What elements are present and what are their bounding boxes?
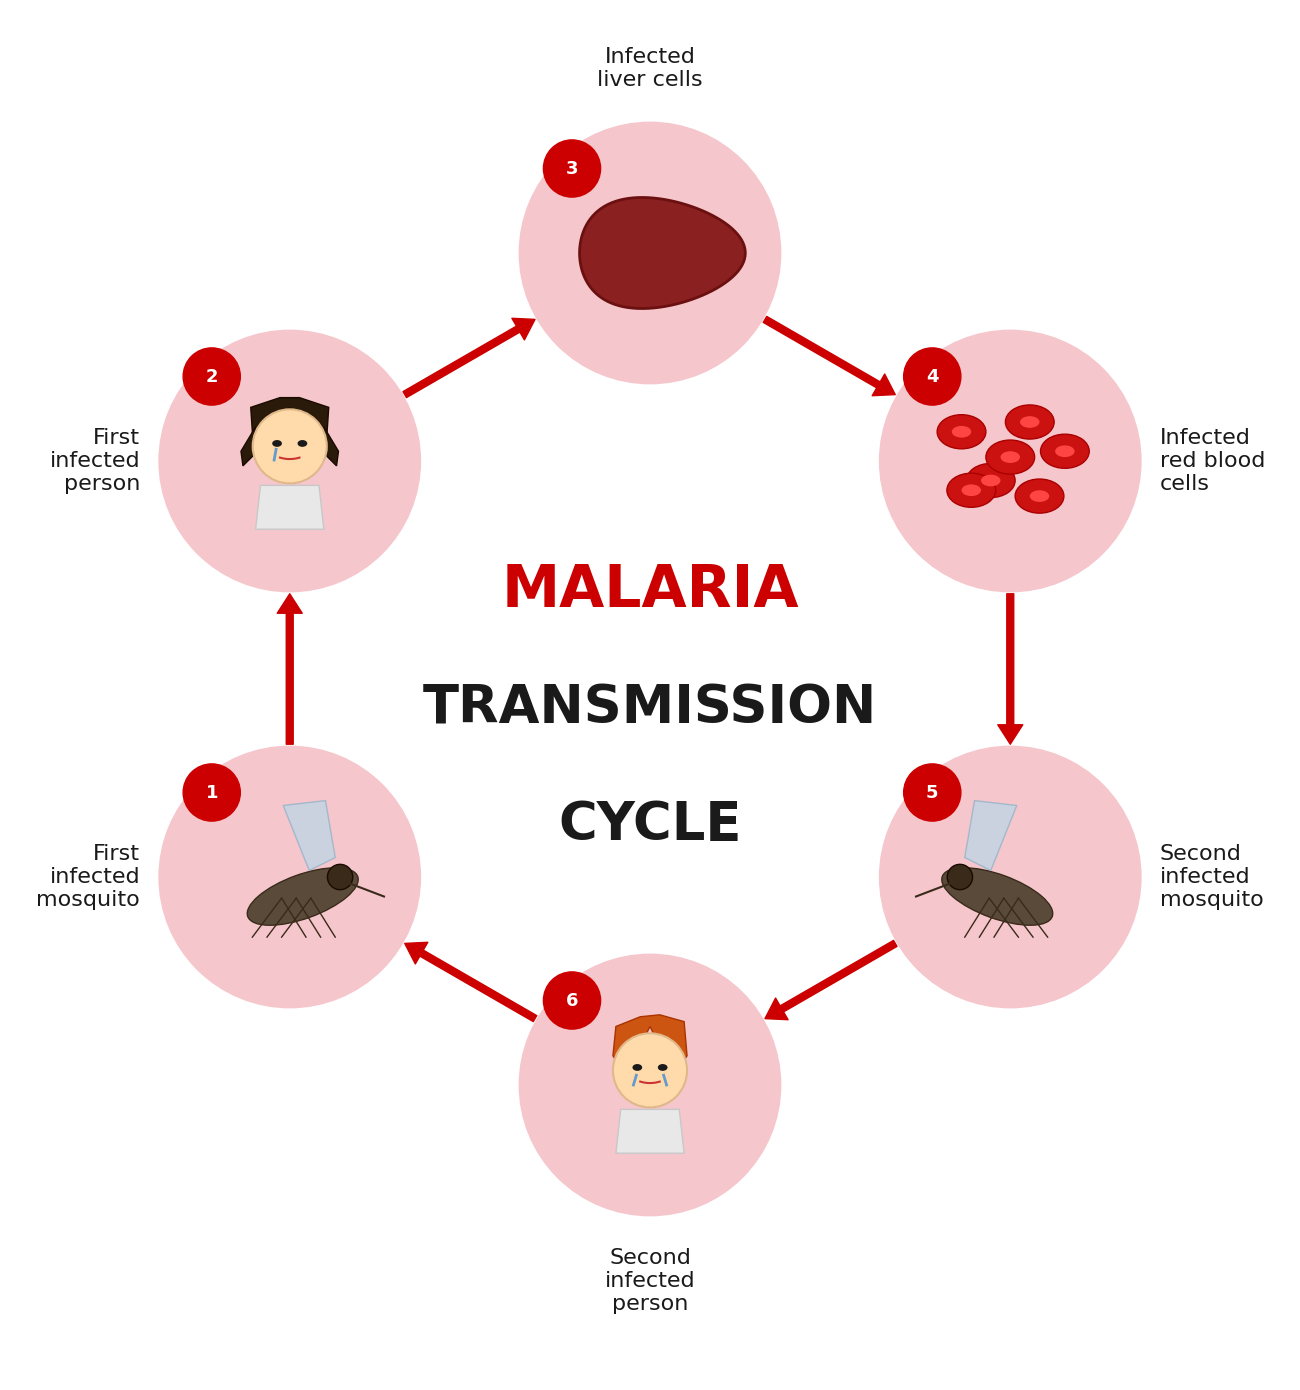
Polygon shape	[324, 427, 338, 466]
Text: TRANSMISSION: TRANSMISSION	[422, 682, 878, 734]
Text: Infected
liver cells: Infected liver cells	[597, 47, 703, 90]
Ellipse shape	[1001, 452, 1020, 463]
Text: 2: 2	[205, 367, 218, 385]
Text: 3: 3	[566, 160, 578, 178]
Text: First
infected
person: First infected person	[49, 428, 140, 495]
Ellipse shape	[632, 1063, 642, 1070]
Polygon shape	[614, 1015, 686, 1076]
Polygon shape	[965, 801, 1017, 870]
FancyArrowPatch shape	[764, 941, 897, 1020]
Polygon shape	[256, 485, 324, 530]
FancyArrowPatch shape	[763, 317, 896, 396]
Ellipse shape	[985, 441, 1035, 474]
Ellipse shape	[1020, 416, 1040, 428]
Text: First
infected
mosquito: First infected mosquito	[36, 844, 140, 910]
Text: CYCLE: CYCLE	[558, 799, 742, 851]
Text: Second
infected
person: Second infected person	[604, 1247, 696, 1314]
Polygon shape	[251, 398, 329, 452]
Ellipse shape	[937, 414, 985, 449]
Text: Infected
red blood
cells: Infected red blood cells	[1160, 428, 1265, 495]
Circle shape	[520, 122, 780, 384]
Ellipse shape	[1015, 480, 1063, 513]
Text: 5: 5	[926, 784, 939, 802]
FancyArrowPatch shape	[403, 318, 536, 398]
Circle shape	[183, 348, 240, 404]
Circle shape	[903, 348, 961, 404]
Text: MALARIA: MALARIA	[502, 563, 798, 620]
Circle shape	[183, 765, 240, 821]
Ellipse shape	[1040, 434, 1089, 468]
Polygon shape	[283, 801, 335, 870]
Ellipse shape	[952, 425, 971, 438]
Text: 4: 4	[926, 367, 939, 385]
Text: 1: 1	[205, 784, 218, 802]
Circle shape	[903, 765, 961, 821]
Ellipse shape	[941, 867, 1053, 926]
Ellipse shape	[1005, 404, 1054, 439]
Circle shape	[520, 955, 780, 1215]
Ellipse shape	[658, 1063, 668, 1070]
Circle shape	[328, 865, 352, 890]
Circle shape	[252, 409, 326, 484]
Ellipse shape	[247, 867, 359, 926]
Circle shape	[880, 746, 1140, 1006]
Text: 6: 6	[566, 991, 578, 1009]
FancyArrowPatch shape	[404, 942, 537, 1022]
Text: Second
infected
mosquito: Second infected mosquito	[1160, 844, 1264, 910]
Ellipse shape	[946, 473, 996, 507]
Circle shape	[160, 331, 420, 591]
Ellipse shape	[272, 441, 282, 446]
Ellipse shape	[962, 484, 982, 496]
Circle shape	[160, 746, 420, 1006]
Circle shape	[614, 1033, 686, 1108]
Ellipse shape	[982, 474, 1001, 486]
Polygon shape	[616, 1109, 684, 1154]
FancyArrowPatch shape	[998, 594, 1023, 744]
Circle shape	[880, 331, 1140, 591]
Polygon shape	[580, 197, 745, 309]
Polygon shape	[240, 427, 256, 466]
Ellipse shape	[1056, 445, 1075, 457]
Circle shape	[543, 140, 601, 197]
Ellipse shape	[298, 441, 307, 446]
Ellipse shape	[1030, 491, 1049, 502]
Ellipse shape	[966, 463, 1015, 498]
Circle shape	[948, 865, 972, 890]
FancyArrowPatch shape	[277, 594, 302, 744]
Circle shape	[543, 972, 601, 1029]
